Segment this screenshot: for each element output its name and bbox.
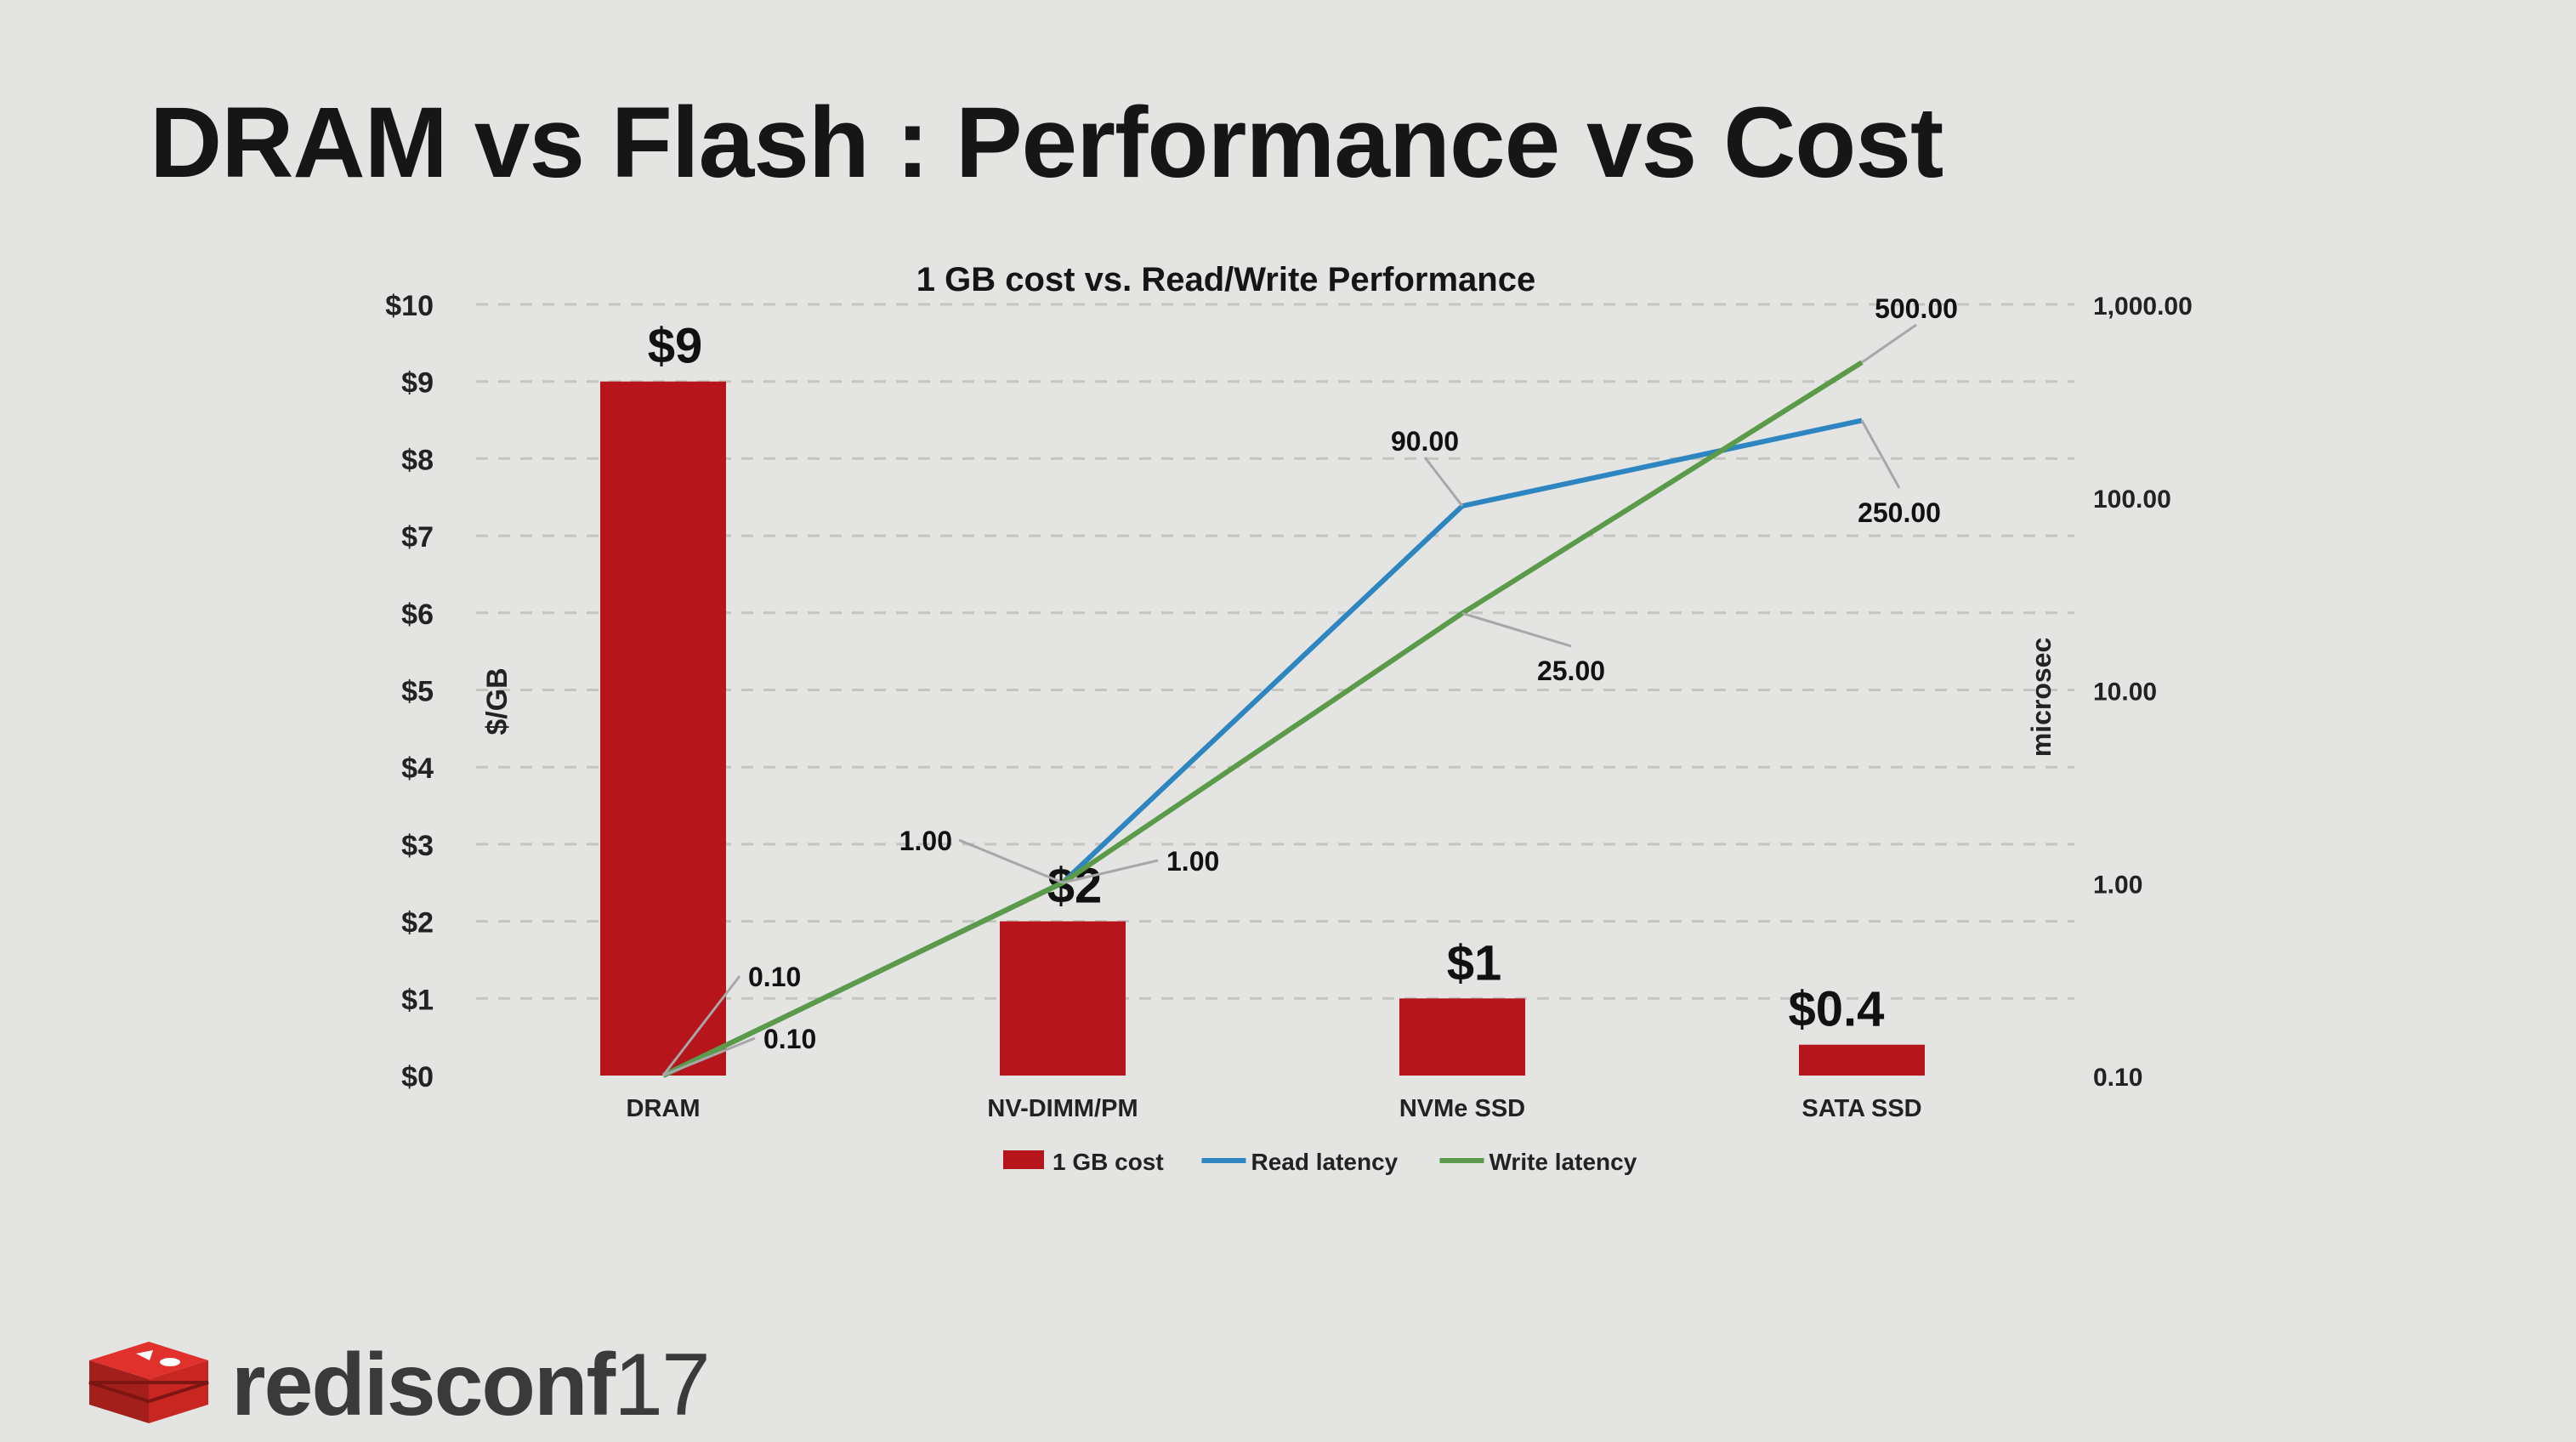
bar-value-label: $9 bbox=[648, 319, 703, 374]
y2-axis-title: microsec bbox=[2026, 638, 2057, 758]
y-tick-label: $5 bbox=[401, 676, 434, 708]
data-label-leader bbox=[1423, 457, 1464, 508]
bar-value-label: $1 bbox=[1447, 935, 1502, 991]
line-data-label: 1.00 bbox=[899, 826, 952, 856]
data-label-leader bbox=[1860, 419, 1901, 489]
y-tick-label: $2 bbox=[401, 907, 434, 940]
bar-dram bbox=[600, 381, 726, 1076]
data-label-leader bbox=[662, 1036, 756, 1077]
data-label-leader bbox=[1062, 859, 1159, 884]
line-data-label: 1.00 bbox=[1166, 846, 1219, 877]
x-tick-label: SATA SSD bbox=[1801, 1095, 1921, 1122]
line-data-label: 25.00 bbox=[1537, 656, 1605, 686]
data-label-leader bbox=[661, 975, 741, 1076]
logo-wordmark: redisconf17 bbox=[231, 1335, 711, 1436]
chart-title: 1 GB cost vs. Read/Write Performance bbox=[916, 261, 1535, 298]
y-tick-label: $9 bbox=[401, 367, 434, 400]
data-label-leader bbox=[958, 838, 1064, 884]
y-tick-label: $3 bbox=[401, 830, 434, 862]
y2-tick-label: 1,000.00 bbox=[2093, 292, 2193, 321]
y-tick-label: $10 bbox=[385, 290, 434, 322]
line-data-label: 90.00 bbox=[1391, 426, 1459, 457]
line-data-label: 250.00 bbox=[1858, 497, 1941, 528]
x-tick-label: NV-DIMM/PM bbox=[987, 1095, 1138, 1122]
data-label-leader bbox=[1461, 611, 1572, 648]
logo-year: 17 bbox=[614, 1336, 711, 1434]
legend-label: 1 GB cost bbox=[1053, 1149, 1164, 1175]
legend-swatch-bar bbox=[1003, 1150, 1044, 1169]
slide-title: DRAM vs Flash : Performance vs Cost bbox=[150, 87, 1943, 199]
bar-nv-dimm-pm bbox=[1000, 921, 1126, 1076]
y2-tick-label: 10.00 bbox=[2093, 678, 2157, 707]
bar-nvme-ssd bbox=[1399, 998, 1525, 1076]
y-tick-label: $4 bbox=[401, 752, 434, 785]
y2-tick-label: 0.10 bbox=[2093, 1064, 2142, 1092]
data-label-leader bbox=[1861, 323, 1917, 364]
x-tick-label: NVMe SSD bbox=[1399, 1095, 1525, 1122]
x-tick-label: DRAM bbox=[627, 1095, 701, 1122]
y-tick-label: $1 bbox=[401, 984, 434, 1016]
y-tick-label: $0 bbox=[401, 1061, 434, 1093]
y-tick-label: $6 bbox=[401, 599, 434, 631]
y2-tick-label: 100.00 bbox=[2093, 485, 2171, 514]
line-data-label: 0.10 bbox=[763, 1024, 816, 1054]
line-data-label: 0.10 bbox=[748, 962, 801, 992]
bar-value-label: $0.4 bbox=[1789, 982, 1885, 1037]
bar-sata-ssd bbox=[1799, 1044, 1925, 1076]
y2-tick-label: 1.00 bbox=[2093, 871, 2142, 899]
logo-word: redisconf bbox=[231, 1336, 616, 1434]
redis-cube-icon bbox=[88, 1342, 209, 1423]
y-tick-label: $8 bbox=[401, 444, 434, 476]
y-tick-label: $7 bbox=[401, 521, 434, 554]
line-data-label: 500.00 bbox=[1875, 293, 1958, 324]
redisconf-logo: redisconf17 bbox=[85, 1335, 711, 1434]
y-axis-title: $/GB bbox=[481, 667, 513, 735]
write-latency-line bbox=[661, 360, 1864, 1078]
legend-label: Read latency bbox=[1251, 1149, 1399, 1175]
legend-label: Write latency bbox=[1489, 1149, 1637, 1175]
